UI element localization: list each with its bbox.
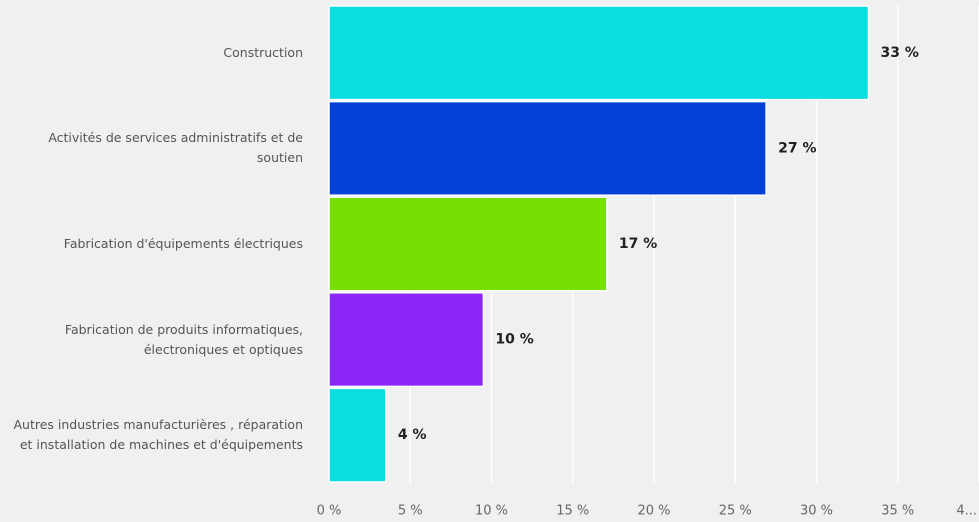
x-tick-label: 15 % (556, 504, 589, 519)
bar (328, 387, 387, 483)
x-tick-label: 4... (956, 504, 977, 519)
data-label: 17 % (619, 236, 657, 252)
bar (328, 292, 485, 388)
x-tick-label: 0 % (317, 504, 342, 519)
bar (328, 196, 608, 292)
category-label: Fabrication de produits informatiques, é… (64, 321, 303, 357)
x-tick-label: 10 % (475, 504, 508, 519)
x-tick-label: 20 % (637, 504, 670, 519)
data-label: 33 % (881, 45, 919, 61)
data-label: 10 % (495, 332, 533, 348)
category-label: Construction (223, 44, 303, 60)
data-label: 4 % (398, 427, 427, 443)
category-label: Fabrication d'équipements électriques (63, 236, 303, 251)
category-label: Activités de services administratifs et … (48, 130, 303, 166)
x-tick-label: 30 % (800, 504, 833, 519)
x-tick-label: 35 % (881, 504, 914, 519)
bar (328, 5, 870, 101)
bar (328, 100, 767, 196)
x-tick-label: 25 % (719, 504, 752, 519)
x-tick-label: 5 % (398, 504, 423, 519)
data-label: 27 % (778, 140, 816, 156)
category-label: Autres industries manufacturières , répa… (13, 417, 304, 453)
